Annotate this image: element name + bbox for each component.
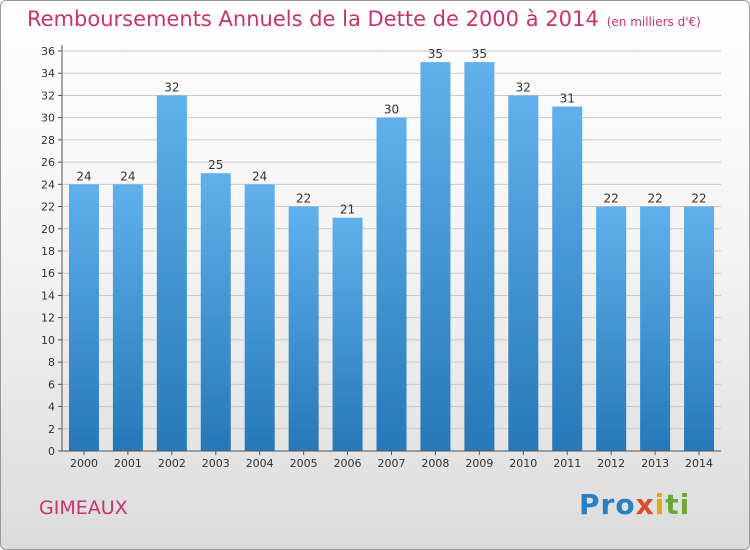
bar (552, 106, 583, 452)
y-tick-label: 36 (41, 45, 55, 58)
data-label: 25 (208, 158, 223, 172)
y-tick-label: 4 (48, 401, 55, 414)
x-tick-label: 2009 (465, 457, 493, 470)
commune-name: GIMEAUX (39, 497, 128, 519)
y-tick-label: 10 (41, 334, 55, 347)
x-tick-label: 2003 (202, 457, 230, 470)
y-tick-label: 16 (41, 267, 55, 280)
y-tick-label: 22 (41, 201, 55, 214)
y-tick-label: 12 (41, 312, 55, 325)
y-tick-label: 6 (48, 378, 55, 391)
y-tick-label: 24 (41, 178, 55, 191)
x-tick-label: 2011 (553, 457, 581, 470)
y-tick-label: 8 (48, 356, 55, 369)
y-tick-label: 18 (41, 245, 55, 258)
y-tick-label: 14 (41, 289, 55, 302)
y-tick-label: 30 (41, 112, 55, 125)
data-label: 30 (384, 103, 399, 117)
y-tick-label: 0 (48, 445, 55, 458)
y-tick-label: 28 (41, 134, 55, 147)
chart-title-text: Remboursements Annuels de la Dette de 20… (27, 7, 599, 31)
x-tick-label: 2007 (378, 457, 406, 470)
bar (596, 206, 627, 451)
data-label: 24 (252, 169, 267, 183)
x-tick-label: 2014 (685, 457, 713, 470)
chart-subtitle: (en milliers d'€) (606, 15, 701, 29)
x-tick-label: 2000 (70, 457, 98, 470)
data-label: 35 (428, 47, 443, 61)
y-tick-label: 26 (41, 156, 55, 169)
bar (508, 95, 539, 451)
data-label: 22 (604, 192, 619, 206)
bar (332, 217, 363, 451)
bar (288, 206, 319, 451)
x-tick-label: 2010 (509, 457, 537, 470)
x-tick-label: 2006 (334, 457, 362, 470)
proxiti-logo: Proxiti (579, 488, 691, 521)
x-tick-label: 2001 (114, 457, 142, 470)
labels: 0246810121416182022242628303234362420002… (41, 45, 713, 470)
data-label: 22 (647, 192, 662, 206)
chart-title: Remboursements Annuels de la Dette de 20… (27, 7, 701, 31)
bar (112, 184, 143, 452)
y-tick-label: 2 (48, 423, 55, 436)
y-tick-label: 20 (41, 223, 55, 236)
data-label: 21 (340, 203, 355, 217)
bar (156, 95, 187, 451)
y-tick-label: 34 (41, 67, 55, 80)
x-tick-label: 2013 (641, 457, 669, 470)
data-label: 35 (472, 47, 487, 61)
x-tick-label: 2012 (597, 457, 625, 470)
data-label: 24 (120, 169, 135, 183)
data-label: 31 (560, 92, 575, 106)
bars (68, 62, 715, 452)
bar (200, 173, 231, 451)
bar (420, 62, 451, 451)
x-tick-label: 2002 (158, 457, 186, 470)
data-label: 22 (691, 192, 706, 206)
x-tick-label: 2005 (290, 457, 318, 470)
bar (244, 184, 275, 452)
data-label: 32 (164, 80, 179, 94)
data-label: 32 (516, 80, 531, 94)
y-tick-label: 32 (41, 89, 55, 102)
bar (640, 206, 671, 451)
bar (376, 117, 407, 452)
axes (58, 45, 721, 455)
x-tick-label: 2008 (421, 457, 449, 470)
bar (464, 62, 495, 451)
x-tick-label: 2004 (246, 457, 274, 470)
bar (684, 206, 715, 451)
data-label: 22 (296, 192, 311, 206)
data-label: 24 (76, 169, 91, 183)
bar (68, 184, 99, 452)
